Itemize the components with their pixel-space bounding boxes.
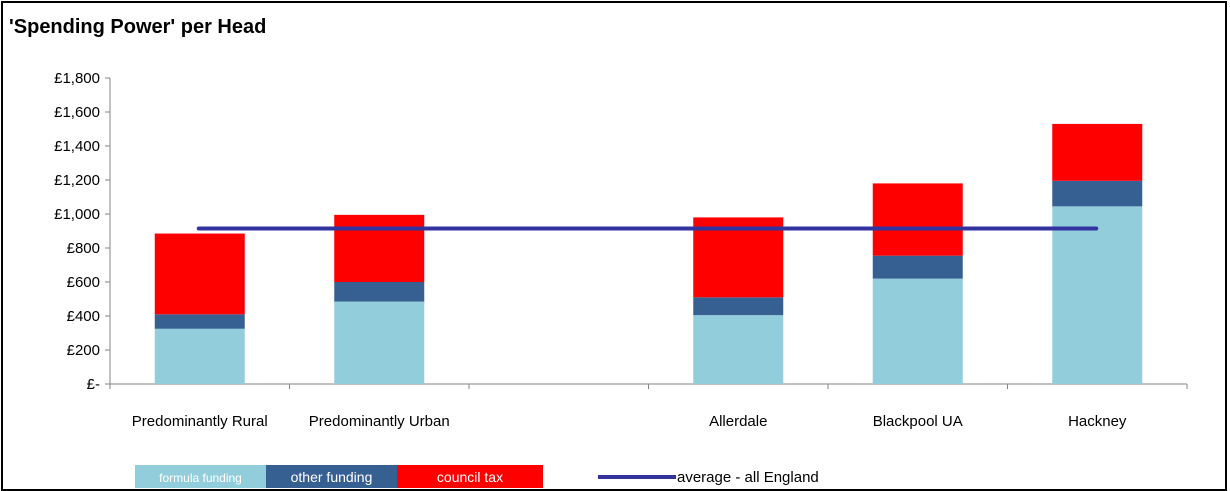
bar-segment-formula-funding [1052, 206, 1143, 384]
x-tick-label: Hackney [1068, 413, 1127, 430]
bar-segment-other-funding [1052, 180, 1143, 207]
bar-segment-formula-funding [334, 301, 425, 384]
y-tick-label: £1,800 [54, 70, 100, 87]
bar-segment-other-funding [872, 255, 963, 279]
chart-legend: formula funding other funding council tax a… [135, 465, 819, 488]
bar-segment-other-funding [334, 282, 425, 302]
x-tick-label: Blackpool UA [873, 413, 963, 430]
legend-label: other funding [291, 469, 373, 485]
bar-segment-council-tax [1052, 123, 1143, 181]
bar-segment-council-tax [334, 214, 425, 282]
y-tick-label: £- [87, 376, 100, 393]
legend-line-label: average - all England [677, 469, 819, 486]
legend-swatch [266, 465, 397, 488]
y-tick-label: £400 [67, 308, 100, 325]
y-tick-label: £1,200 [54, 172, 100, 189]
y-tick-label: £200 [67, 342, 100, 359]
y-tick-label: £800 [67, 240, 100, 257]
y-tick-label: £600 [67, 274, 100, 291]
legend-swatch [397, 465, 543, 488]
bar-segment-council-tax [693, 217, 784, 298]
x-tick-label: Allerdale [709, 413, 767, 430]
legend-swatch [135, 465, 266, 488]
bar-segment-formula-funding [872, 278, 963, 384]
bar-segment-council-tax [154, 233, 245, 315]
bar-segment-other-funding [154, 314, 245, 329]
x-tick-label: Predominantly Urban [309, 413, 450, 430]
category-labels: Predominantly Rural Predominantly Urban Al… [132, 413, 1127, 430]
legend-label: formula funding [159, 471, 242, 485]
y-tick-label: £1,000 [54, 206, 100, 223]
bar-segment-council-tax [872, 183, 963, 256]
chart-axes: £- £200 £400 £600 £800 £1,000 £1,200 £1,400 £1,6… [54, 70, 1188, 393]
bar-segment-formula-funding [693, 315, 784, 384]
y-tick-label: £1,600 [54, 104, 100, 121]
bar-segment-other-funding [693, 297, 784, 316]
legend-label: council tax [437, 469, 503, 485]
chart-bars [154, 123, 1143, 384]
y-tick-label: £1,400 [54, 138, 100, 155]
bar-segment-formula-funding [154, 328, 245, 384]
x-tick-label: Predominantly Rural [132, 413, 268, 430]
chart-title: 'Spending Power' per Head [9, 16, 266, 38]
